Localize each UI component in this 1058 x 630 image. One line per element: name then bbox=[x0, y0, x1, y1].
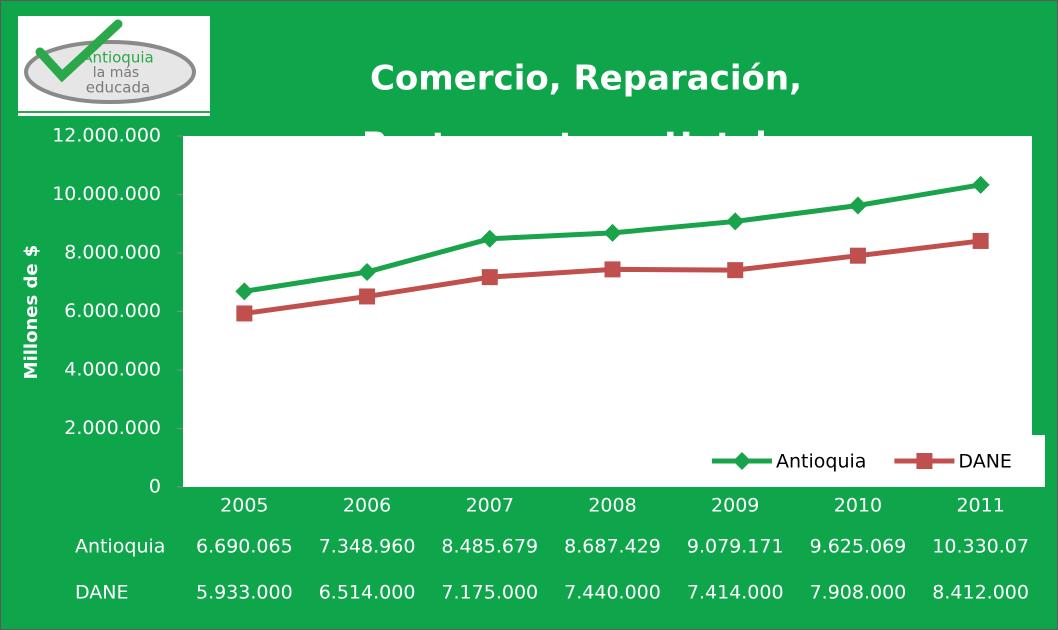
table-cell: 8.485.679 bbox=[441, 536, 538, 558]
y-tick-label: 12.000.000 bbox=[52, 125, 161, 147]
point bbox=[359, 288, 376, 305]
point bbox=[235, 282, 254, 301]
table-cell: 7.908.000 bbox=[810, 582, 907, 604]
plot-area bbox=[183, 136, 1032, 487]
x-tick-label: 2010 bbox=[834, 495, 882, 517]
logo-check bbox=[35, 19, 123, 83]
logo-text: la más bbox=[93, 65, 139, 81]
point bbox=[603, 223, 622, 242]
chart-title: Comercio, Reparación, bbox=[370, 59, 802, 99]
table-cell: 7.175.000 bbox=[441, 582, 538, 604]
logo-text: Antioquia bbox=[82, 49, 153, 67]
x-tick-label: 2007 bbox=[466, 495, 514, 517]
point bbox=[604, 261, 621, 278]
legend-marker bbox=[733, 452, 751, 470]
point bbox=[480, 229, 499, 248]
table-cell: 8.412.000 bbox=[932, 582, 1029, 604]
y-tick-label: 0 bbox=[149, 476, 161, 498]
y-tick-label: 8.000.000 bbox=[64, 242, 161, 264]
table-cell: 9.625.069 bbox=[810, 536, 907, 558]
table-cell: 9.079.171 bbox=[687, 536, 784, 558]
y-tick-label: 10.000.000 bbox=[52, 183, 161, 205]
table-cell: 6.690.065 bbox=[196, 536, 293, 558]
y-tick-label: 6.000.000 bbox=[64, 300, 161, 322]
x-tick-label: 2006 bbox=[343, 495, 391, 517]
table-cell: 6.514.000 bbox=[319, 582, 416, 604]
x-tick-label: 2008 bbox=[588, 495, 636, 517]
point bbox=[727, 262, 744, 279]
point bbox=[848, 196, 867, 215]
table-cell: 7.440.000 bbox=[564, 582, 661, 604]
legend-marker bbox=[916, 453, 933, 469]
table-row-label: Antioquia bbox=[75, 536, 165, 558]
legend-label: Antioquia bbox=[776, 451, 866, 473]
point bbox=[972, 232, 989, 249]
point bbox=[849, 247, 866, 264]
x-tick-label: 2005 bbox=[220, 495, 268, 517]
table-cell: 7.414.000 bbox=[687, 582, 784, 604]
chart-title: Restaurantes y Hoteles bbox=[362, 126, 810, 166]
point bbox=[358, 263, 377, 282]
logo-text: educada bbox=[86, 79, 150, 97]
y-axis-label: Millones de $ bbox=[21, 245, 42, 380]
table-cell: 5.933.000 bbox=[196, 582, 293, 604]
x-tick-label: 2009 bbox=[711, 495, 759, 517]
table-cell: 7.348.960 bbox=[319, 536, 416, 558]
table-row-label: DANE bbox=[75, 582, 129, 604]
y-tick-label: 4.000.000 bbox=[64, 359, 161, 381]
point bbox=[971, 175, 990, 194]
table-cell: 8.687.429 bbox=[564, 536, 661, 558]
y-tick-label: 2.000.000 bbox=[64, 417, 161, 439]
point bbox=[726, 212, 745, 231]
point bbox=[481, 269, 498, 286]
point bbox=[236, 305, 253, 322]
table-cell: 10.330.07 bbox=[932, 536, 1029, 558]
legend-label: DANE bbox=[958, 451, 1012, 473]
x-tick-label: 2011 bbox=[956, 495, 1004, 517]
logo-oval bbox=[24, 40, 196, 104]
